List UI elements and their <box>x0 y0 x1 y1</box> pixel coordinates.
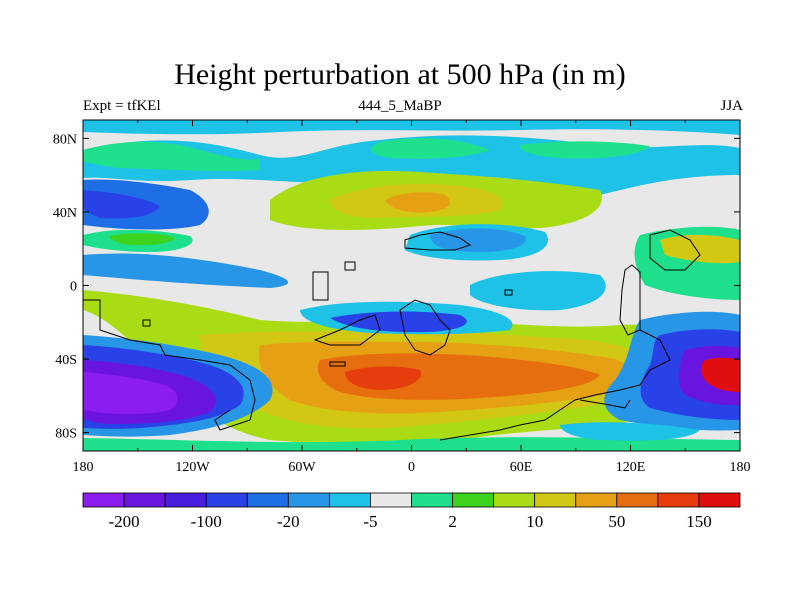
x-tick-label: 60E <box>510 460 533 475</box>
contour-region <box>470 271 606 311</box>
colorbar-swatch <box>328 492 371 508</box>
x-tick-label: 120E <box>616 460 646 475</box>
colorbar-label: 50 <box>608 512 625 531</box>
colorbar-label: -200 <box>108 512 139 531</box>
x-tick-label: 180 <box>730 460 751 475</box>
colorbar-label: -5 <box>363 512 377 531</box>
y-tick-label: 40S <box>55 353 77 368</box>
contour-region <box>701 357 740 392</box>
run-label: 444_5_MaBP <box>358 98 442 114</box>
y-tick-label: 40N <box>53 206 77 221</box>
season-label: JJA <box>720 98 743 114</box>
coastlines <box>83 229 701 441</box>
x-tick-label: 120W <box>175 460 210 475</box>
colorbar: -200 -100 -20 -5 2 10 50 150 <box>82 492 741 531</box>
contour-region <box>519 141 650 159</box>
contour-region <box>83 190 160 219</box>
colorbar-swatch <box>575 492 618 508</box>
colorbar-swatch <box>657 492 700 508</box>
contour-region <box>560 422 700 441</box>
colorbar-swatch <box>616 492 659 508</box>
colorbar-swatch <box>370 492 412 508</box>
colorbar-swatch <box>493 492 536 508</box>
contour-region <box>385 192 450 213</box>
contour-region <box>330 311 467 333</box>
contour-region <box>660 234 740 264</box>
colorbar-swatch <box>164 492 207 508</box>
contour-region <box>83 120 740 135</box>
contour-region <box>83 141 260 171</box>
plot-title: Height perturbation at 500 hPa (in m) <box>174 58 626 91</box>
contour-region <box>110 233 175 246</box>
colorbar-swatch <box>411 492 453 508</box>
colorbar-swatch <box>452 492 495 508</box>
contour-region <box>83 253 289 288</box>
x-tick-label: 0 <box>408 460 415 475</box>
y-tick-label: 80S <box>55 427 77 442</box>
colorbar-swatch <box>123 492 166 508</box>
colorbar-label: 150 <box>686 512 712 531</box>
colorbar-swatch <box>287 492 330 508</box>
x-axis: 180 120W 60W 0 60E 120E 180 <box>73 120 751 475</box>
y-tick-label: 0 <box>70 280 77 295</box>
contour-region <box>83 437 740 451</box>
colorbar-label: -20 <box>277 512 300 531</box>
experiment-label: Expt = tfKEl <box>83 98 161 114</box>
map-field <box>83 120 740 451</box>
y-tick-label: 80N <box>53 132 77 147</box>
y-axis: 80N 40N 0 40S 80S <box>53 132 740 442</box>
colorbar-label: 10 <box>526 512 543 531</box>
colorbar-swatch <box>205 492 248 508</box>
colorbar-swatch <box>82 492 125 508</box>
contour-region <box>83 372 178 415</box>
colorbar-swatch <box>534 492 577 508</box>
colorbar-label: -100 <box>191 512 222 531</box>
x-tick-label: 60W <box>288 460 316 475</box>
colorbar-label: 2 <box>448 512 457 531</box>
colorbar-swatch <box>698 492 741 508</box>
contour-region <box>371 138 490 159</box>
x-tick-label: 180 <box>73 460 94 475</box>
contour-region <box>430 228 526 252</box>
contour-region <box>345 366 421 390</box>
colorbar-swatch <box>246 492 289 508</box>
